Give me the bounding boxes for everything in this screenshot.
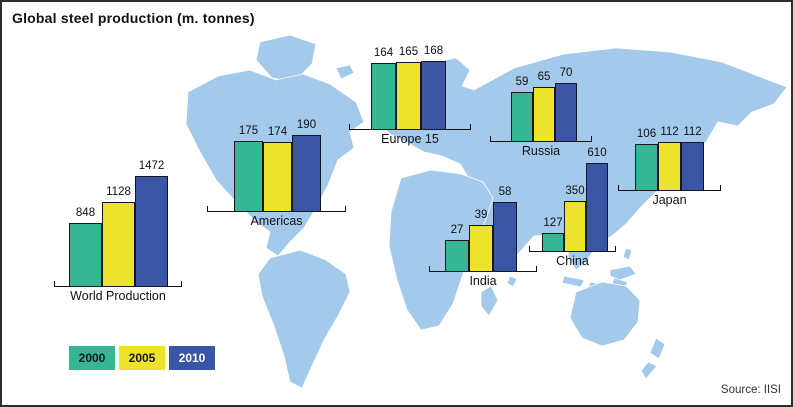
value-label-china-2000: 127: [543, 217, 563, 229]
bar-americas-2000: [234, 141, 263, 212]
value-label-world-production-2000: 848: [75, 207, 96, 219]
continent-australia: [569, 281, 641, 347]
value-label-india-2010: 58: [498, 186, 512, 198]
value-label-americas-2010: 190: [296, 119, 317, 131]
region-label-europe-15: Europe 15: [381, 132, 439, 146]
bar-world-production-2005: [102, 202, 135, 287]
legend: 2000 2005 2010: [69, 346, 215, 370]
region-label-china: China: [556, 254, 589, 268]
value-label-russia-2000: 59: [515, 76, 529, 88]
value-label-europe-15-2010: 168: [423, 45, 444, 57]
region-label-world-production: World Production: [70, 289, 166, 303]
value-label-americas-2000: 175: [238, 125, 259, 137]
region-label-russia: Russia: [521, 144, 561, 158]
source-note: Source: IISI: [720, 384, 781, 396]
bar-china-2010: [586, 163, 608, 252]
bar-europe-15-2005: [396, 62, 421, 130]
continent-africa: [388, 169, 494, 331]
legend-item-2000: 2000: [69, 346, 115, 370]
bar-russia-2000: [511, 92, 533, 142]
legend-item-2010: 2010: [169, 346, 215, 370]
island-sri-lanka: [506, 275, 518, 288]
value-label-japan-2000: 106: [636, 128, 657, 140]
bar-russia-2005: [533, 87, 555, 142]
value-label-russia-2005: 65: [537, 71, 551, 83]
bar-americas-2005: [263, 142, 292, 212]
bar-india-2005: [469, 225, 493, 272]
bar-india-2000: [445, 240, 469, 272]
value-label-russia-2010: 70: [559, 67, 573, 79]
value-label-india-2005: 39: [474, 209, 488, 221]
islands-philippines: [622, 247, 633, 261]
value-label-china-2005: 350: [565, 185, 585, 197]
legend-item-2005: 2005: [119, 346, 165, 370]
region-label-japan: Japan: [652, 193, 687, 207]
value-label-americas-2005: 174: [267, 126, 288, 138]
value-label-japan-2005: 112: [660, 126, 679, 138]
islands-new-zealand: [640, 337, 666, 380]
value-label-japan-2010: 112: [683, 126, 702, 138]
value-label-india-2000: 27: [450, 224, 464, 236]
island-new-guinea: [609, 265, 637, 281]
value-label-world-production-2010: 1472: [138, 160, 165, 172]
page-title: Global steel production (m. tonnes): [12, 10, 255, 26]
island-madagascar: [480, 285, 499, 317]
bar-world-production-2000: [69, 223, 102, 287]
bar-china-2005: [564, 201, 586, 252]
continent-greenland: [255, 34, 317, 83]
bar-russia-2010: [555, 83, 577, 142]
bar-japan-2000: [635, 144, 658, 191]
bar-japan-2005: [658, 142, 681, 191]
bar-china-2000: [542, 233, 564, 252]
value-label-world-production-2005: 1128: [106, 186, 131, 198]
region-label-americas: Americas: [250, 214, 303, 228]
bar-americas-2010: [292, 135, 321, 212]
bar-world-production-2010: [135, 176, 168, 287]
region-label-india: India: [469, 274, 497, 288]
bar-india-2010: [493, 202, 517, 272]
value-label-europe-15-2005: 165: [398, 46, 419, 58]
value-label-china-2010: 610: [587, 147, 607, 159]
island-iceland: [335, 64, 355, 80]
bar-europe-15-2010: [421, 61, 446, 130]
value-label-europe-15-2000: 164: [373, 47, 394, 59]
bar-japan-2010: [681, 142, 704, 191]
continent-south-america: [257, 249, 351, 389]
bar-europe-15-2000: [371, 63, 396, 130]
